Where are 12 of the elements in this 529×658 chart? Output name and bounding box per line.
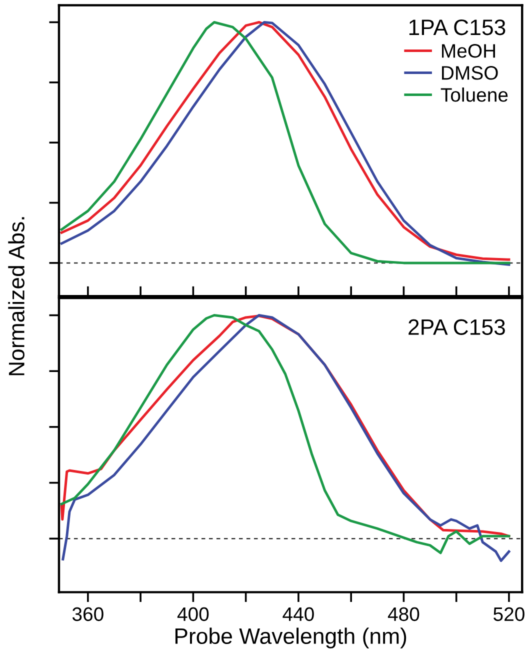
- x-tick-label: 520: [494, 607, 524, 622]
- legend-label: DMSO: [442, 66, 498, 80]
- x-axis-title: Probe Wavelength (nm): [175, 628, 406, 648]
- legend-label: MeOH: [442, 44, 496, 58]
- x-tick-label: 480: [388, 607, 420, 622]
- x-tick-label: 360: [72, 607, 104, 622]
- y-axis-title: Normalized Abs.: [8, 217, 24, 376]
- x-tick-label: 400: [177, 607, 209, 622]
- annotation: 2PA C153: [408, 319, 505, 335]
- x-tick-label: 440: [282, 607, 314, 622]
- legend-title: 1PA C153: [409, 19, 506, 36]
- legend-label: Toluene: [440, 88, 508, 102]
